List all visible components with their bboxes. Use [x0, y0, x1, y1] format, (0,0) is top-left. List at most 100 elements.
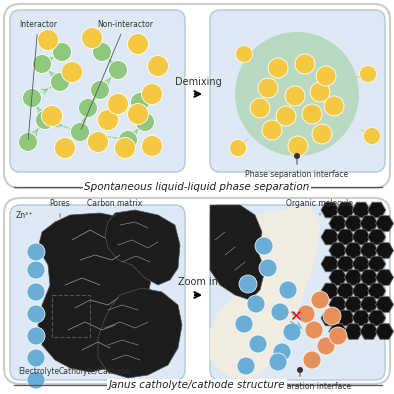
Polygon shape: [360, 270, 378, 285]
Circle shape: [41, 106, 63, 126]
Circle shape: [255, 237, 273, 255]
Circle shape: [249, 335, 267, 353]
Polygon shape: [210, 205, 320, 380]
Circle shape: [35, 110, 54, 130]
Circle shape: [19, 132, 37, 152]
Circle shape: [27, 261, 45, 279]
Text: Zoom in: Zoom in: [178, 277, 218, 287]
Circle shape: [50, 72, 69, 91]
Circle shape: [250, 98, 270, 118]
Circle shape: [297, 305, 315, 323]
Circle shape: [305, 321, 323, 339]
Circle shape: [136, 113, 154, 132]
Text: Demixing: Demixing: [175, 77, 221, 87]
Circle shape: [262, 120, 282, 140]
Polygon shape: [375, 297, 394, 312]
Circle shape: [87, 132, 108, 152]
FancyBboxPatch shape: [4, 4, 390, 188]
Circle shape: [22, 89, 41, 108]
Polygon shape: [375, 270, 394, 285]
Text: Pores: Pores: [50, 199, 71, 217]
Polygon shape: [360, 216, 378, 231]
Circle shape: [141, 84, 162, 104]
Circle shape: [316, 66, 336, 86]
Circle shape: [27, 305, 45, 323]
Circle shape: [285, 86, 305, 106]
Circle shape: [27, 283, 45, 301]
Circle shape: [237, 357, 255, 375]
FancyBboxPatch shape: [10, 205, 185, 380]
Text: Non-interactor: Non-interactor: [81, 20, 153, 130]
Polygon shape: [321, 229, 339, 245]
Circle shape: [359, 65, 377, 82]
Polygon shape: [210, 205, 265, 300]
Circle shape: [235, 315, 253, 333]
Circle shape: [27, 243, 45, 261]
Circle shape: [93, 43, 112, 61]
Circle shape: [324, 96, 344, 116]
Polygon shape: [98, 288, 182, 378]
Circle shape: [236, 45, 253, 63]
Circle shape: [130, 93, 149, 112]
Circle shape: [303, 351, 321, 369]
Circle shape: [128, 104, 149, 125]
Polygon shape: [375, 243, 394, 258]
Circle shape: [323, 307, 341, 325]
Circle shape: [32, 54, 52, 74]
Text: Electrolyte: Electrolyte: [18, 367, 59, 376]
Circle shape: [271, 303, 289, 321]
Circle shape: [276, 106, 296, 126]
Circle shape: [61, 61, 82, 82]
Polygon shape: [344, 270, 362, 285]
Polygon shape: [105, 210, 180, 285]
Circle shape: [141, 136, 162, 156]
Circle shape: [78, 98, 97, 117]
Circle shape: [317, 337, 335, 355]
Text: Organic molecule: Organic molecule: [286, 199, 353, 215]
Circle shape: [119, 130, 138, 149]
Circle shape: [297, 367, 303, 373]
Circle shape: [108, 61, 128, 80]
Circle shape: [312, 124, 332, 144]
Polygon shape: [336, 229, 355, 245]
Circle shape: [310, 82, 330, 102]
Text: Phase separation interface: Phase separation interface: [249, 373, 351, 391]
Circle shape: [311, 291, 329, 309]
Polygon shape: [344, 216, 362, 231]
Polygon shape: [329, 297, 347, 312]
Circle shape: [268, 58, 288, 78]
Text: Janus catholyte/cathode structure: Janus catholyte/cathode structure: [109, 380, 285, 390]
Circle shape: [269, 353, 287, 371]
Circle shape: [115, 138, 136, 158]
Polygon shape: [368, 229, 386, 245]
Circle shape: [37, 30, 58, 50]
Circle shape: [273, 343, 291, 361]
Circle shape: [288, 136, 308, 156]
Circle shape: [295, 54, 315, 74]
Circle shape: [27, 349, 45, 367]
Circle shape: [128, 33, 149, 54]
Polygon shape: [344, 324, 362, 339]
Polygon shape: [360, 297, 378, 312]
Polygon shape: [344, 297, 362, 312]
FancyBboxPatch shape: [4, 198, 390, 384]
Circle shape: [258, 78, 278, 98]
Circle shape: [82, 28, 102, 48]
Polygon shape: [352, 202, 370, 218]
Circle shape: [52, 43, 71, 61]
Polygon shape: [336, 256, 355, 272]
Circle shape: [259, 259, 277, 277]
Polygon shape: [352, 283, 370, 299]
Polygon shape: [352, 229, 370, 245]
Polygon shape: [344, 243, 362, 258]
Circle shape: [283, 323, 301, 341]
Text: Catholyte/Cathode: Catholyte/Cathode: [59, 367, 131, 376]
Polygon shape: [336, 310, 355, 326]
Polygon shape: [336, 283, 355, 299]
Polygon shape: [368, 256, 386, 272]
Text: Phase separation interface: Phase separation interface: [245, 159, 349, 179]
Circle shape: [364, 128, 381, 145]
Circle shape: [279, 281, 297, 299]
Polygon shape: [352, 310, 370, 326]
Polygon shape: [329, 324, 347, 339]
